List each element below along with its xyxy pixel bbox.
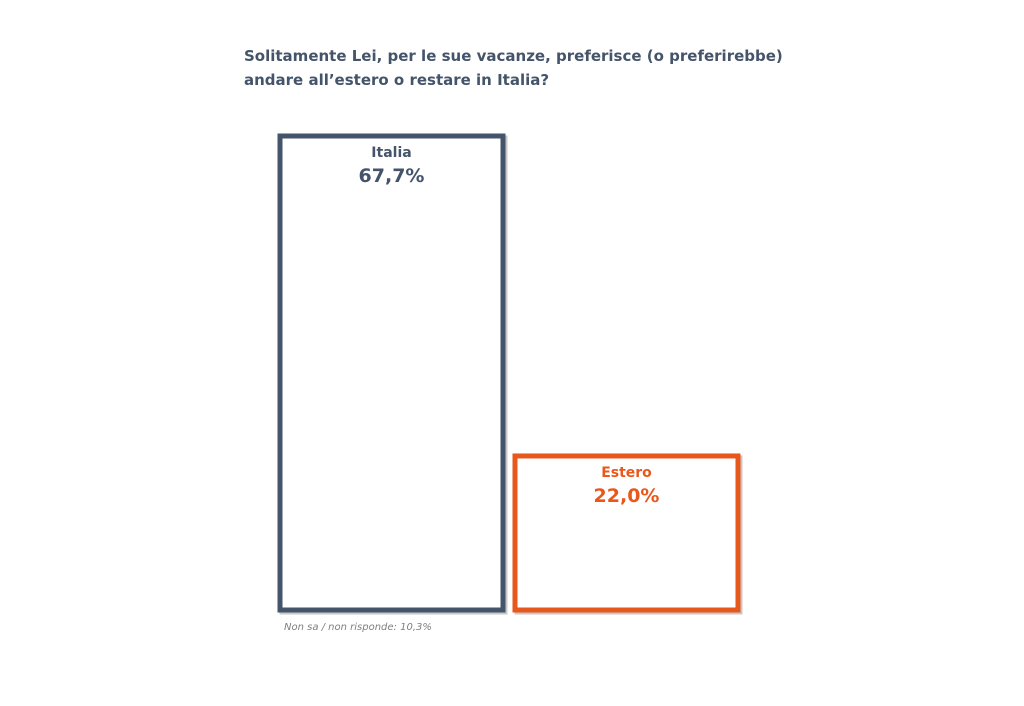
no-answer-note: Non sa / non risponde: 10,3% — [284, 622, 432, 633]
bar-italia — [277, 133, 506, 613]
bar-label-italia: Italia — [371, 145, 411, 161]
bar-label-estero: Estero — [601, 465, 652, 481]
bar-value-estero: 22,0% — [594, 485, 660, 507]
chart-title-line-2: andare all’estero o restare in Italia? — [244, 71, 550, 89]
bar-estero — [512, 453, 741, 613]
chart-title: Solitamente Lei, per le sue vacanze, pre… — [244, 44, 804, 92]
chart-title-line-1: Solitamente Lei, per le sue vacanze, pre… — [244, 47, 783, 65]
bar-value-italia: 67,7% — [359, 165, 425, 187]
